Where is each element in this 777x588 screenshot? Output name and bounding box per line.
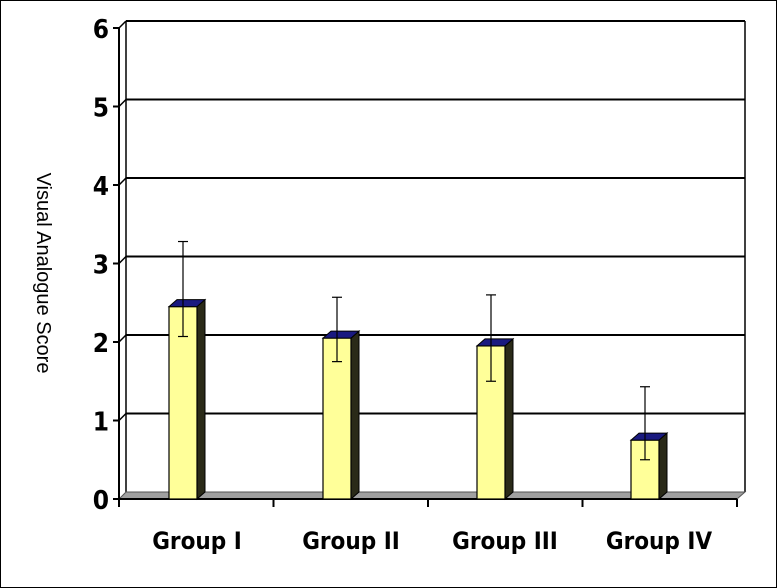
category-label: Group IV (606, 527, 713, 555)
bar-front (168, 306, 198, 500)
y-tick-labels: 0 1 2 3 4 5 6 (93, 15, 109, 516)
gridline-depth (118, 334, 127, 343)
error-bar (640, 386, 650, 461)
y-tick-label: 3 (93, 251, 109, 281)
error-bar (486, 294, 496, 382)
bar (629, 432, 669, 501)
y-tick-label: 1 (93, 408, 109, 438)
bar (167, 298, 207, 501)
error-bar (178, 240, 188, 338)
gridline-depth (118, 20, 127, 29)
bar-top (629, 432, 669, 441)
bar-side (196, 298, 206, 501)
y-tick-label: 4 (93, 172, 109, 202)
error-bars (178, 240, 650, 461)
error-bar (332, 296, 342, 363)
y-tick-label: 0 (93, 486, 109, 516)
bar-front (322, 337, 352, 500)
gridline-depth (118, 177, 127, 186)
category-labels: Group I Group II Group III Group IV (152, 527, 712, 555)
bars (167, 298, 669, 501)
bar (475, 337, 515, 501)
y-tick-label: 5 (93, 94, 109, 124)
gridline-depth (118, 255, 127, 265)
y-axis-label: Visual Analogue Score (32, 173, 54, 374)
bar-side (658, 432, 668, 501)
category-label: Group III (452, 527, 558, 555)
category-label: Group I (152, 527, 242, 555)
bar-top (167, 299, 207, 308)
gridline-depth (118, 412, 127, 422)
category-label: Group II (302, 527, 400, 555)
y-tick-label: 6 (93, 15, 109, 45)
bar-side (350, 329, 360, 501)
bar (321, 329, 361, 501)
bar-top (321, 330, 361, 339)
y-tick-label: 2 (93, 329, 109, 359)
bar-top (475, 338, 515, 347)
bar-side (504, 337, 514, 501)
gridline-depth (118, 98, 127, 108)
gridlines (118, 20, 746, 492)
